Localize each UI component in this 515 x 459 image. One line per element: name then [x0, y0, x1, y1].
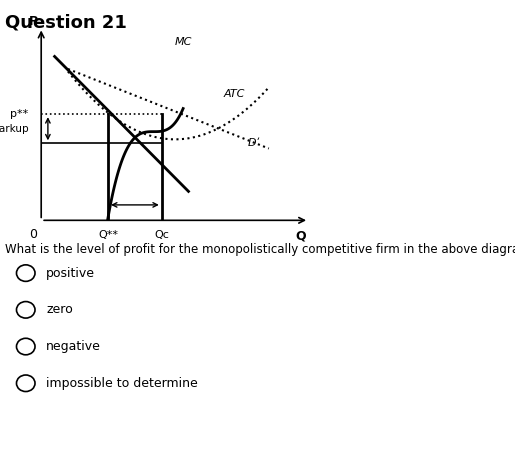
Text: What is the level of profit for the monopolistically competitive firm in the abo: What is the level of profit for the mono… [5, 243, 515, 256]
Text: positive: positive [46, 267, 95, 280]
Text: ATC: ATC [224, 89, 245, 99]
Text: Qc: Qc [154, 230, 169, 240]
Text: Question 21: Question 21 [5, 14, 127, 32]
Text: Dʹ: Dʹ [247, 138, 259, 148]
Text: zero: zero [46, 303, 73, 316]
Text: P: P [29, 15, 38, 28]
Text: Q: Q [296, 230, 306, 243]
Text: p**: p** [10, 109, 28, 119]
Text: negative: negative [46, 340, 101, 353]
Text: MC: MC [175, 37, 193, 47]
Text: Markup: Markup [0, 124, 29, 134]
Text: impossible to determine: impossible to determine [46, 377, 198, 390]
Text: Q**: Q** [98, 230, 118, 240]
Text: 0: 0 [29, 228, 37, 241]
